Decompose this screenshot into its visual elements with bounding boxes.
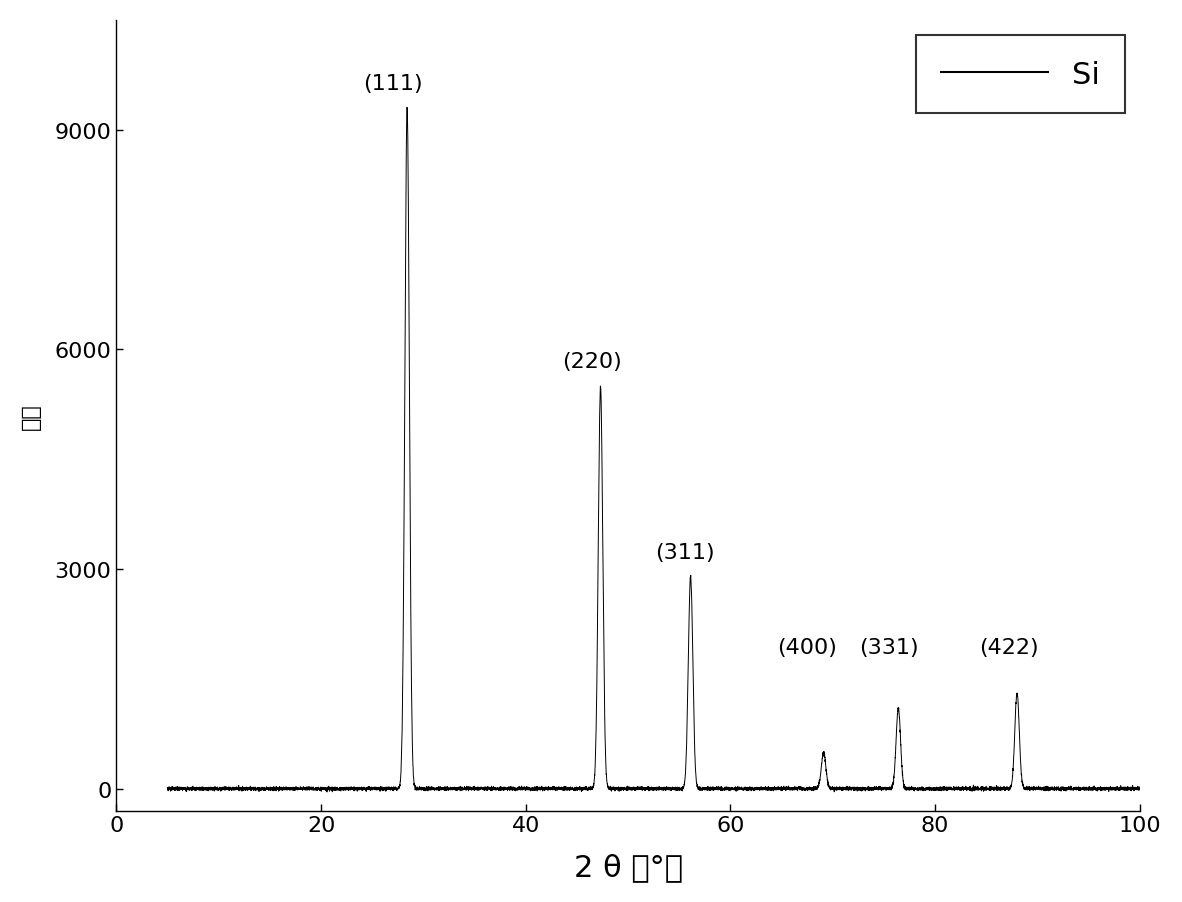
Text: (311): (311) — [655, 542, 714, 562]
Text: (422): (422) — [979, 637, 1039, 658]
X-axis label: 2 θ （°）: 2 θ （°） — [573, 852, 683, 881]
Text: (331): (331) — [859, 637, 918, 658]
Y-axis label: 强度: 强度 — [21, 402, 41, 429]
Legend: Si: Si — [916, 36, 1124, 114]
Text: (220): (220) — [563, 352, 622, 372]
Text: (111): (111) — [363, 74, 423, 94]
Text: (400): (400) — [778, 637, 837, 658]
